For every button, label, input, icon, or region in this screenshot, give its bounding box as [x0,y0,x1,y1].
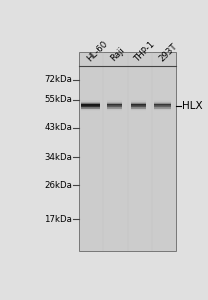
Bar [154,101,171,102]
Bar [107,109,122,110]
Bar [81,106,99,107]
Bar [131,105,146,106]
Bar [154,107,171,108]
Text: 17kDa: 17kDa [44,214,72,224]
Text: HLX: HLX [182,101,202,111]
Bar [131,104,146,105]
Text: HL-60: HL-60 [85,39,109,63]
Bar [107,102,122,103]
Bar [107,108,122,109]
Bar [131,108,146,109]
Bar [81,107,99,108]
Bar [81,101,99,102]
Bar [154,108,171,109]
Bar [131,107,146,108]
Bar [131,101,146,102]
Bar [131,103,146,104]
Text: 34kDa: 34kDa [44,153,72,162]
Bar [154,109,171,110]
Bar [131,109,146,110]
Bar [81,108,99,109]
Bar [107,105,122,106]
Bar [81,103,99,104]
Bar [107,100,122,101]
Bar [107,106,122,107]
Bar [131,106,146,107]
Bar [131,101,146,102]
Text: 293T: 293T [157,41,179,63]
Bar [81,105,99,106]
Bar [154,103,171,104]
Bar [154,101,171,102]
Bar [154,105,171,106]
Bar [131,110,146,111]
Bar [107,103,122,104]
Text: Raji: Raji [109,46,127,63]
Bar [81,109,99,110]
Text: 26kDa: 26kDa [44,181,72,190]
Text: 43kDa: 43kDa [44,123,72,132]
Bar [81,104,99,105]
Bar [81,106,99,107]
Bar [131,100,146,101]
Bar [79,52,176,251]
Bar [154,106,171,107]
Bar [131,106,146,107]
Bar [107,104,122,105]
Text: THP-1: THP-1 [133,39,157,63]
Bar [81,101,99,102]
Bar [131,108,146,109]
Bar [154,100,171,101]
Bar [107,101,122,102]
Bar [154,106,171,107]
Bar [81,100,99,101]
Bar [81,108,99,109]
Bar [107,107,122,108]
Bar [107,110,122,111]
Bar [107,106,122,107]
Text: 55kDa: 55kDa [44,95,72,104]
Bar [107,101,122,102]
Bar [107,108,122,109]
Bar [154,108,171,109]
Bar [154,102,171,103]
Bar [154,104,171,105]
Bar [154,110,171,111]
Text: 72kDa: 72kDa [44,76,72,85]
Bar [81,102,99,103]
Bar [131,102,146,103]
Bar [81,110,99,111]
